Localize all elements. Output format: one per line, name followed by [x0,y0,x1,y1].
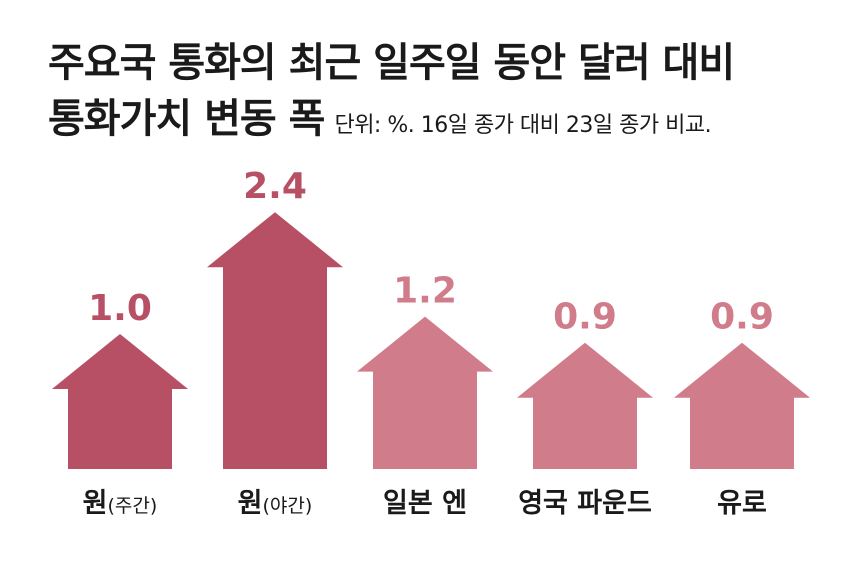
value-label-3: 1.2 [393,271,457,312]
category-label-3: 일본 엔 [383,488,467,519]
chart-title-line1: 주요국 통화의 최근 일주일 동안 달러 대비 [48,40,735,86]
bar-arrow-2 [207,212,343,469]
value-label-4: 0.9 [553,297,617,338]
bar-arrow-4 [517,342,653,469]
category-label-5: 유로 [717,488,767,519]
chart-title-line2: 통화가치 변동 폭 [48,96,325,142]
chart-title-line2-row: 통화가치 변동 폭 단위: %. 16일 종가 대비 23일 종가 비교. [48,86,712,144]
bar-arrow-5 [674,342,810,469]
value-label-2: 2.4 [243,166,307,207]
bar-arrow-3 [357,316,493,469]
bar-arrow-1 [52,334,188,469]
value-label-5: 0.9 [710,297,774,338]
category-label-4: 영국 파운드 [518,488,652,519]
category-label-1: 원(주간) [83,488,158,519]
value-label-1: 1.0 [88,288,152,329]
chart-unit-note: 단위: %. 16일 종가 대비 23일 종가 비교. [334,113,712,138]
category-label-2: 원(야간) [238,488,313,519]
